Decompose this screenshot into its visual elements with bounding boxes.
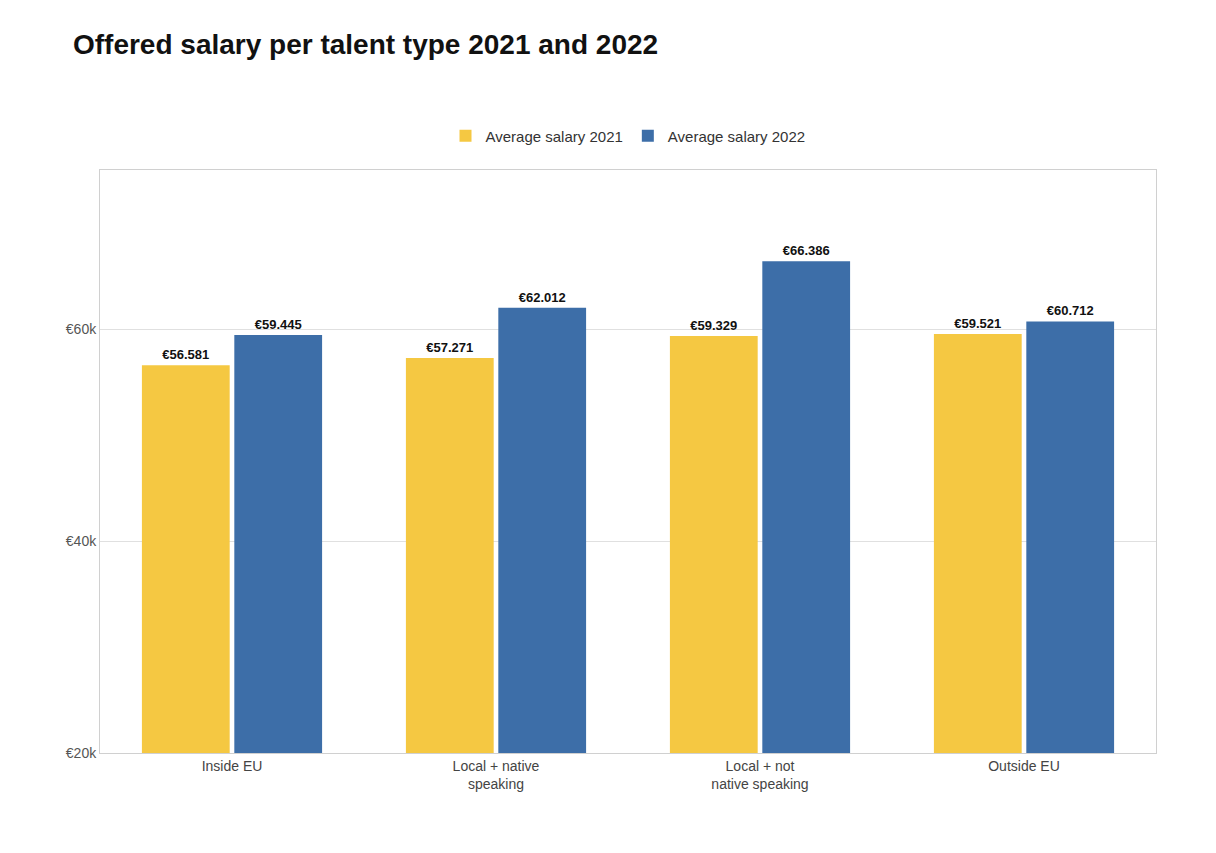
svg-text:€56.581: €56.581 <box>162 347 209 362</box>
svg-text:€59.521: €59.521 <box>954 316 1001 331</box>
svg-text:€60.712: €60.712 <box>1047 303 1094 318</box>
svg-text:Inside EU: Inside EU <box>202 758 263 774</box>
svg-text:Local + nativespeaking: Local + nativespeaking <box>453 758 540 792</box>
svg-text:€20k: €20k <box>66 745 97 761</box>
svg-text:€57.271: €57.271 <box>426 340 473 355</box>
svg-text:Local + notnative speaking: Local + notnative speaking <box>711 758 808 792</box>
svg-text:Average salary 2021: Average salary 2021 <box>486 128 623 145</box>
svg-text:Offered salary per talent type: Offered salary per talent type 2021 and … <box>73 29 658 60</box>
svg-text:€40k: €40k <box>66 533 97 549</box>
svg-text:Average salary 2022: Average salary 2022 <box>668 128 805 145</box>
svg-text:€62.012: €62.012 <box>519 290 566 305</box>
svg-text:€60k: €60k <box>66 321 97 337</box>
svg-text:€59.329: €59.329 <box>690 318 737 333</box>
svg-text:€59.445: €59.445 <box>255 317 302 332</box>
svg-text:€66.386: €66.386 <box>783 243 830 258</box>
svg-text:Outside EU: Outside EU <box>988 758 1060 774</box>
